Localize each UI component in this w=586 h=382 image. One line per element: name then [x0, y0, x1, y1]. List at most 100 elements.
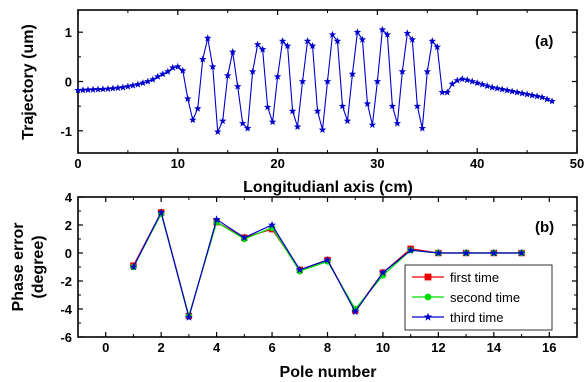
- data-point: [94, 85, 102, 93]
- data-point: [157, 208, 166, 216]
- data-point: [273, 72, 282, 80]
- x-tick-label: 14: [487, 340, 502, 355]
- data-point: [423, 312, 433, 321]
- data-point: [144, 77, 152, 85]
- data-point: [293, 122, 302, 131]
- data-point: [74, 86, 82, 94]
- data-point: [79, 86, 87, 94]
- data-point: [378, 268, 387, 276]
- legend-label: first time: [450, 270, 499, 285]
- x-tick-label: 40: [470, 156, 484, 171]
- legend-label: second time: [450, 290, 520, 305]
- data-point: [179, 66, 187, 74]
- data-point: [199, 55, 207, 63]
- y-tick-label: 1: [65, 25, 72, 40]
- axes-ticks-a: 0 10 20 30 40 50 -1 0 1: [60, 10, 584, 171]
- y-tick-label: -2: [60, 274, 72, 289]
- panel-label-a: (a): [535, 33, 553, 50]
- data-point: [238, 119, 247, 127]
- data-point: [278, 37, 287, 45]
- panel-a: 0 10 20 30 40 50 -1 0 1 (a) Longitudianl axis (c…: [20, 9, 584, 196]
- data-point: [124, 82, 132, 90]
- series-third-time: [129, 208, 526, 321]
- data-point: [119, 83, 127, 91]
- data-point: [353, 28, 362, 36]
- data-point: [139, 79, 147, 87]
- data-point: [489, 248, 498, 257]
- data-point: [308, 42, 317, 50]
- data-point: [204, 34, 212, 42]
- data-point: [388, 102, 397, 110]
- data-point: [443, 88, 451, 96]
- data-point: [243, 124, 252, 132]
- data-point: [408, 35, 417, 43]
- x-tick-label: 20: [270, 156, 284, 171]
- data-point: [351, 307, 360, 316]
- x-tick-label: 2: [158, 340, 165, 355]
- data-point: [233, 82, 242, 90]
- data-point: [413, 102, 422, 110]
- data-point: [428, 37, 436, 45]
- data-point: [323, 77, 332, 85]
- data-point: [463, 76, 471, 84]
- data-point: [478, 80, 486, 88]
- data-point: [253, 40, 262, 48]
- data-point: [378, 25, 387, 33]
- data-point: [433, 43, 441, 51]
- x-tick-label: 16: [542, 340, 556, 355]
- data-point: [263, 103, 272, 111]
- series-group-b: [129, 208, 526, 321]
- y-tick-label: 2: [65, 218, 72, 233]
- data-point: [318, 125, 327, 133]
- data-point: [424, 293, 432, 301]
- data-point: [348, 70, 357, 78]
- data-point: [368, 120, 377, 129]
- data-point: [523, 90, 531, 98]
- data-point: [403, 29, 412, 37]
- data-point: [363, 99, 372, 107]
- data-point: [424, 273, 432, 281]
- data-point: [528, 91, 536, 99]
- data-point: [240, 233, 249, 241]
- data-point: [493, 84, 501, 92]
- data-point: [258, 45, 267, 53]
- data-point: [398, 67, 407, 75]
- x-tick-label: 0: [102, 340, 109, 355]
- data-point: [483, 82, 491, 90]
- data-point: [268, 220, 277, 229]
- x-tick-label: 30: [370, 156, 384, 171]
- data-point: [248, 67, 257, 75]
- data-point: [159, 70, 167, 78]
- data-point: [283, 42, 292, 50]
- x-axis-label-b: Pole number: [280, 364, 377, 381]
- y-tick-label: -4: [60, 302, 72, 317]
- data-point: [383, 30, 392, 38]
- series-trajectory: [74, 25, 556, 135]
- data-point: [453, 76, 461, 84]
- data-point: [434, 248, 443, 257]
- data-point: [488, 83, 496, 91]
- data-point: [518, 89, 526, 97]
- data-point: [89, 85, 97, 93]
- series-group-a: [74, 25, 556, 135]
- data-point: [538, 93, 546, 101]
- data-point: [223, 71, 232, 79]
- data-point: [343, 117, 352, 125]
- data-point: [129, 262, 138, 271]
- data-point: [338, 102, 347, 110]
- y-axis-label-a: Trajectory (um): [20, 24, 37, 140]
- data-point: [406, 246, 415, 254]
- data-point: [458, 75, 466, 83]
- data-point: [358, 35, 367, 43]
- y-tick-label: 4: [65, 190, 73, 205]
- data-point: [313, 107, 322, 115]
- data-point: [373, 77, 382, 85]
- x-tick-label: 4: [213, 340, 221, 355]
- axes-ticks-b: 0 2 4 6 8 10 12 14 16 -6 -4 -2 0 2 4: [60, 190, 578, 355]
- data-point: [288, 107, 297, 115]
- panel-label-b: (b): [535, 219, 554, 236]
- data-point: [209, 62, 217, 70]
- data-point: [154, 72, 162, 80]
- y-axis-label-b-line2: (degree): [30, 235, 47, 298]
